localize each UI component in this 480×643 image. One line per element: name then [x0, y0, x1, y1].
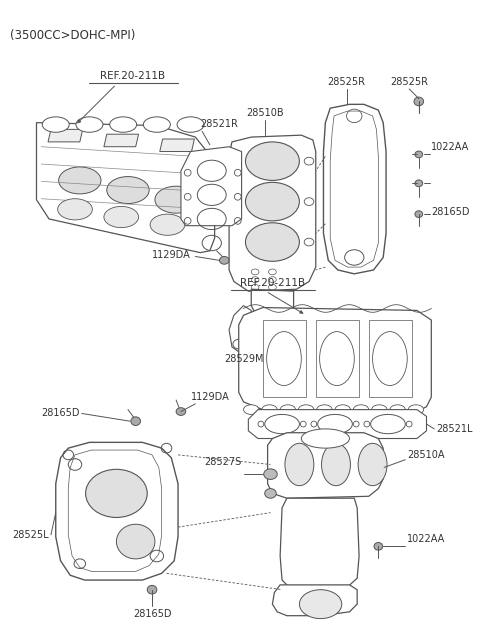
Text: 28510B: 28510B — [246, 108, 284, 118]
Polygon shape — [48, 129, 83, 142]
Ellipse shape — [390, 405, 405, 415]
Ellipse shape — [317, 405, 332, 415]
Polygon shape — [181, 147, 241, 226]
Ellipse shape — [264, 489, 276, 498]
Ellipse shape — [300, 590, 342, 619]
Ellipse shape — [415, 151, 423, 158]
Polygon shape — [273, 585, 357, 616]
Polygon shape — [239, 307, 432, 412]
Text: REF.20-211B: REF.20-211B — [100, 71, 165, 81]
Ellipse shape — [245, 183, 300, 221]
Text: 1129DA: 1129DA — [191, 392, 229, 402]
Ellipse shape — [131, 417, 141, 426]
Ellipse shape — [176, 408, 186, 415]
Ellipse shape — [285, 443, 314, 485]
Polygon shape — [36, 123, 215, 253]
Ellipse shape — [415, 211, 423, 217]
Text: REF.20-211B: REF.20-211B — [240, 278, 305, 288]
Text: (3500CC>DOHC-MPI): (3500CC>DOHC-MPI) — [11, 29, 136, 42]
Polygon shape — [104, 134, 139, 147]
Text: 28165D: 28165D — [432, 207, 470, 217]
Ellipse shape — [147, 585, 157, 594]
Ellipse shape — [155, 186, 197, 213]
Ellipse shape — [245, 222, 300, 261]
Text: 1022AA: 1022AA — [407, 534, 445, 544]
Ellipse shape — [262, 405, 277, 415]
Text: 28521L: 28521L — [436, 424, 473, 434]
Ellipse shape — [117, 524, 155, 559]
Text: 1022AA: 1022AA — [432, 141, 469, 152]
Ellipse shape — [358, 443, 387, 485]
Polygon shape — [229, 305, 251, 354]
Ellipse shape — [264, 469, 277, 480]
Ellipse shape — [219, 257, 229, 264]
Ellipse shape — [85, 469, 147, 518]
Ellipse shape — [299, 405, 314, 415]
Ellipse shape — [245, 142, 300, 181]
Text: 28165D: 28165D — [133, 609, 171, 619]
Text: 1129DA: 1129DA — [152, 249, 191, 260]
Polygon shape — [324, 104, 386, 274]
Text: 28510A: 28510A — [407, 450, 445, 460]
Ellipse shape — [414, 97, 424, 106]
Text: 28525R: 28525R — [327, 77, 366, 87]
Text: 28521R: 28521R — [200, 120, 238, 129]
Ellipse shape — [76, 117, 103, 132]
Ellipse shape — [104, 206, 139, 228]
Ellipse shape — [109, 117, 137, 132]
Ellipse shape — [144, 117, 170, 132]
Polygon shape — [268, 433, 383, 498]
Polygon shape — [56, 442, 178, 580]
Ellipse shape — [372, 405, 387, 415]
Ellipse shape — [415, 180, 423, 186]
Polygon shape — [251, 289, 294, 325]
Text: 28527S: 28527S — [204, 457, 241, 467]
Ellipse shape — [150, 214, 185, 235]
Ellipse shape — [353, 405, 369, 415]
Ellipse shape — [374, 543, 383, 550]
Text: 28165D: 28165D — [41, 408, 80, 419]
Ellipse shape — [107, 177, 149, 204]
Polygon shape — [280, 498, 359, 595]
Ellipse shape — [335, 405, 350, 415]
Ellipse shape — [58, 199, 92, 220]
Ellipse shape — [59, 167, 101, 194]
Text: 28525R: 28525R — [390, 77, 428, 87]
Polygon shape — [229, 135, 316, 291]
Ellipse shape — [301, 429, 349, 448]
Ellipse shape — [322, 443, 350, 485]
Polygon shape — [160, 139, 194, 152]
Polygon shape — [248, 410, 427, 439]
Ellipse shape — [42, 117, 69, 132]
Text: 28529M: 28529M — [224, 354, 264, 364]
Ellipse shape — [408, 405, 424, 415]
Text: 28525L: 28525L — [12, 530, 49, 540]
Ellipse shape — [280, 405, 296, 415]
Ellipse shape — [177, 117, 204, 132]
Ellipse shape — [243, 405, 259, 415]
